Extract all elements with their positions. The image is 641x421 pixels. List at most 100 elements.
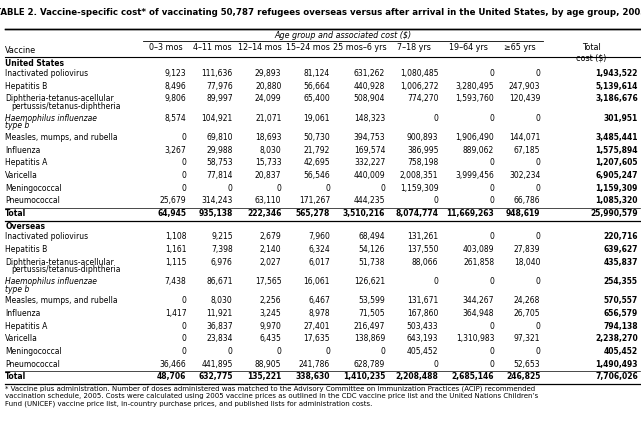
Text: 50,730: 50,730	[303, 133, 330, 142]
Text: Haemophilus influenzae: Haemophilus influenzae	[5, 114, 97, 123]
Text: 2,027: 2,027	[260, 258, 281, 266]
Text: Hepatitis B: Hepatitis B	[5, 245, 47, 254]
Text: 0: 0	[433, 114, 438, 123]
Text: 25,990,579: 25,990,579	[590, 209, 638, 218]
Text: 1,943,522: 1,943,522	[595, 69, 638, 78]
Text: 2,140: 2,140	[260, 245, 281, 254]
Text: 15–24 mos: 15–24 mos	[287, 43, 330, 52]
Text: Hepatitis B: Hepatitis B	[5, 82, 47, 91]
Text: Hepatitis A: Hepatitis A	[5, 158, 47, 167]
Text: 338,630: 338,630	[296, 372, 330, 381]
Text: 0: 0	[433, 196, 438, 205]
Text: 97,321: 97,321	[514, 334, 540, 343]
Text: 405,452: 405,452	[407, 347, 438, 356]
Text: 7–18 yrs: 7–18 yrs	[397, 43, 431, 52]
Text: 66,786: 66,786	[513, 196, 540, 205]
Text: Total: Total	[5, 209, 26, 218]
Text: 656,579: 656,579	[604, 309, 638, 318]
Text: 0: 0	[489, 196, 494, 205]
Text: 19–64 yrs: 19–64 yrs	[449, 43, 488, 52]
Text: 935,138: 935,138	[198, 209, 233, 218]
Text: Influenza: Influenza	[5, 309, 40, 318]
Text: 17,565: 17,565	[254, 277, 281, 286]
Text: 8,074,774: 8,074,774	[395, 209, 438, 218]
Text: 12–14 mos: 12–14 mos	[238, 43, 281, 52]
Text: 0: 0	[228, 347, 233, 356]
Text: TABLE 2. Vaccine-specific cost* of vaccinating 50,787 refugees overseas versus a: TABLE 2. Vaccine-specific cost* of vacci…	[0, 8, 641, 17]
Text: 148,323: 148,323	[354, 114, 385, 123]
Text: 0: 0	[380, 184, 385, 192]
Text: 24,268: 24,268	[514, 296, 540, 305]
Text: 6,017: 6,017	[308, 258, 330, 266]
Text: type b: type b	[5, 121, 29, 130]
Text: 15,733: 15,733	[254, 158, 281, 167]
Text: 86,671: 86,671	[206, 277, 233, 286]
Text: 3,267: 3,267	[165, 146, 187, 155]
Text: 405,452: 405,452	[604, 347, 638, 356]
Text: 7,706,026: 7,706,026	[595, 372, 638, 381]
Text: Meningococcal: Meningococcal	[5, 347, 62, 356]
Text: 758,198: 758,198	[407, 158, 438, 167]
Text: 1,575,894: 1,575,894	[595, 146, 638, 155]
Text: 0: 0	[181, 171, 187, 180]
Text: 0: 0	[535, 232, 540, 241]
Text: 441,895: 441,895	[201, 360, 233, 368]
Text: 89,997: 89,997	[206, 94, 233, 103]
Text: 4–11 mos: 4–11 mos	[193, 43, 231, 52]
Text: 1,417: 1,417	[165, 309, 187, 318]
Text: 8,574: 8,574	[165, 114, 187, 123]
Text: 1,161: 1,161	[165, 245, 187, 254]
Text: 314,243: 314,243	[201, 196, 233, 205]
Text: 1,410,235: 1,410,235	[343, 372, 385, 381]
Text: 0: 0	[181, 158, 187, 167]
Text: 639,627: 639,627	[603, 245, 638, 254]
Text: 131,261: 131,261	[407, 232, 438, 241]
Text: 0: 0	[228, 184, 233, 192]
Text: 104,921: 104,921	[201, 114, 233, 123]
Text: 77,814: 77,814	[206, 171, 233, 180]
Text: 0: 0	[535, 322, 540, 330]
Text: 261,858: 261,858	[463, 258, 494, 266]
Text: 3,485,441: 3,485,441	[595, 133, 638, 142]
Text: pertussis/tetanus-diphtheria: pertussis/tetanus-diphtheria	[12, 265, 121, 274]
Text: 1,906,490: 1,906,490	[456, 133, 494, 142]
Text: 0: 0	[489, 322, 494, 330]
Text: 36,837: 36,837	[206, 322, 233, 330]
Text: 9,215: 9,215	[211, 232, 233, 241]
Text: 254,355: 254,355	[604, 277, 638, 286]
Text: 18,040: 18,040	[514, 258, 540, 266]
Text: ≥65 yrs: ≥65 yrs	[504, 43, 536, 52]
Text: 403,089: 403,089	[463, 245, 494, 254]
Text: 3,510,216: 3,510,216	[343, 209, 385, 218]
Text: Vaccine: Vaccine	[5, 46, 37, 55]
Text: 1,108: 1,108	[165, 232, 187, 241]
Text: 0–3 mos: 0–3 mos	[149, 43, 183, 52]
Text: 6,467: 6,467	[308, 296, 330, 305]
Text: 503,433: 503,433	[407, 322, 438, 330]
Text: 27,839: 27,839	[514, 245, 540, 254]
Text: Overseas: Overseas	[5, 222, 45, 231]
Text: Meningococcal: Meningococcal	[5, 184, 62, 192]
Text: 0: 0	[489, 184, 494, 192]
Text: 2,685,146: 2,685,146	[452, 372, 494, 381]
Text: 0: 0	[535, 114, 540, 123]
Text: 435,837: 435,837	[603, 258, 638, 266]
Text: 138,869: 138,869	[354, 334, 385, 343]
Text: 51,738: 51,738	[359, 258, 385, 266]
Text: 7,398: 7,398	[211, 245, 233, 254]
Text: 3,186,676: 3,186,676	[595, 94, 638, 103]
Text: 900,893: 900,893	[407, 133, 438, 142]
Text: 126,621: 126,621	[354, 277, 385, 286]
Text: 301,951: 301,951	[604, 114, 638, 123]
Text: Influenza: Influenza	[5, 146, 40, 155]
Text: 9,806: 9,806	[165, 94, 187, 103]
Text: 241,786: 241,786	[299, 360, 330, 368]
Text: * Vaccine plus administration. Number of doses administered was matched to the A: * Vaccine plus administration. Number of…	[5, 386, 538, 407]
Text: 1,080,485: 1,080,485	[400, 69, 438, 78]
Text: 216,497: 216,497	[354, 322, 385, 330]
Text: 2,208,488: 2,208,488	[395, 372, 438, 381]
Text: 3,245: 3,245	[260, 309, 281, 318]
Text: 2,008,351: 2,008,351	[400, 171, 438, 180]
Text: 889,062: 889,062	[463, 146, 494, 155]
Text: 18,693: 18,693	[255, 133, 281, 142]
